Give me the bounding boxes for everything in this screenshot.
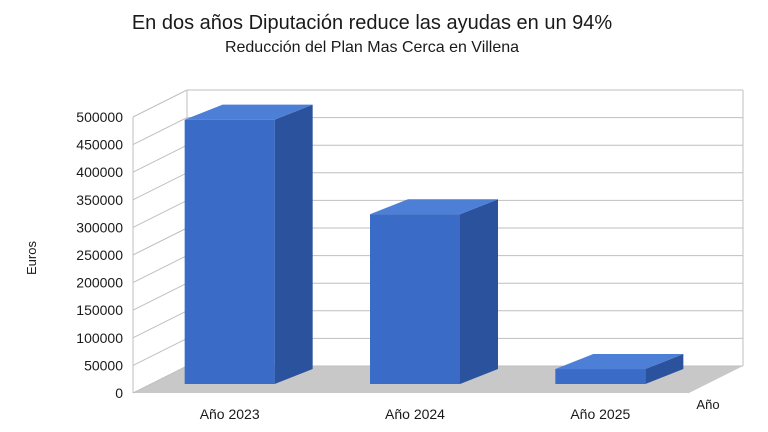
gridline-side [132,89,188,118]
bar [184,104,313,385]
chart-subtitle: Reducción del Plan Mas Cerca en Villena [225,39,519,56]
y-tick-label: 50000 [84,357,123,373]
x-tick-labels: Año 2023 Año 2024 Año 2025 [200,406,631,422]
bar [555,354,684,384]
bar-side [460,199,498,384]
y-tick-label: 350000 [76,192,123,208]
gridline-side [132,255,188,284]
bar-side [274,104,313,385]
bar-front [184,119,275,385]
gridline-side [132,365,188,394]
y-tick-labels: 0 50000 100000 150000 200000 250000 300000 3500… [76,109,123,401]
chart-title: En dos años Diputación reduce las ayudas… [132,12,613,34]
y-tick-label: 100000 [76,330,123,346]
bar-side [645,354,684,384]
y-tick-label: 450000 [76,137,123,153]
y-tick-label: 300000 [76,219,123,235]
y-tick-label: 400000 [76,164,123,180]
bar-front [555,369,646,384]
bar-front [370,214,460,384]
gridline-side [132,117,188,146]
y-tick-label: 0 [115,385,123,401]
y-tick-label: 500000 [76,109,123,125]
gridline-side [132,144,188,173]
gridline-side [132,227,188,256]
bar-top [555,354,684,370]
bar [370,199,498,384]
x-axis-label: Año [696,397,719,412]
y-tick-label: 150000 [76,302,123,318]
bar-top [184,104,313,120]
bar-top [370,199,498,215]
gridline-side [132,282,188,311]
y-tick-label: 250000 [76,247,123,263]
x-tick-label: Año 2025 [570,406,630,422]
y-axis-label: Euros [24,241,39,275]
gridline-side [132,310,188,339]
gridline-side [132,172,188,201]
y-tick-label: 200000 [76,275,123,291]
gridline-side [132,199,188,228]
gridline-side [132,337,188,366]
x-tick-label: Año 2024 [385,406,445,422]
bars-layer [184,104,684,385]
x-tick-label: Año 2023 [200,406,260,422]
